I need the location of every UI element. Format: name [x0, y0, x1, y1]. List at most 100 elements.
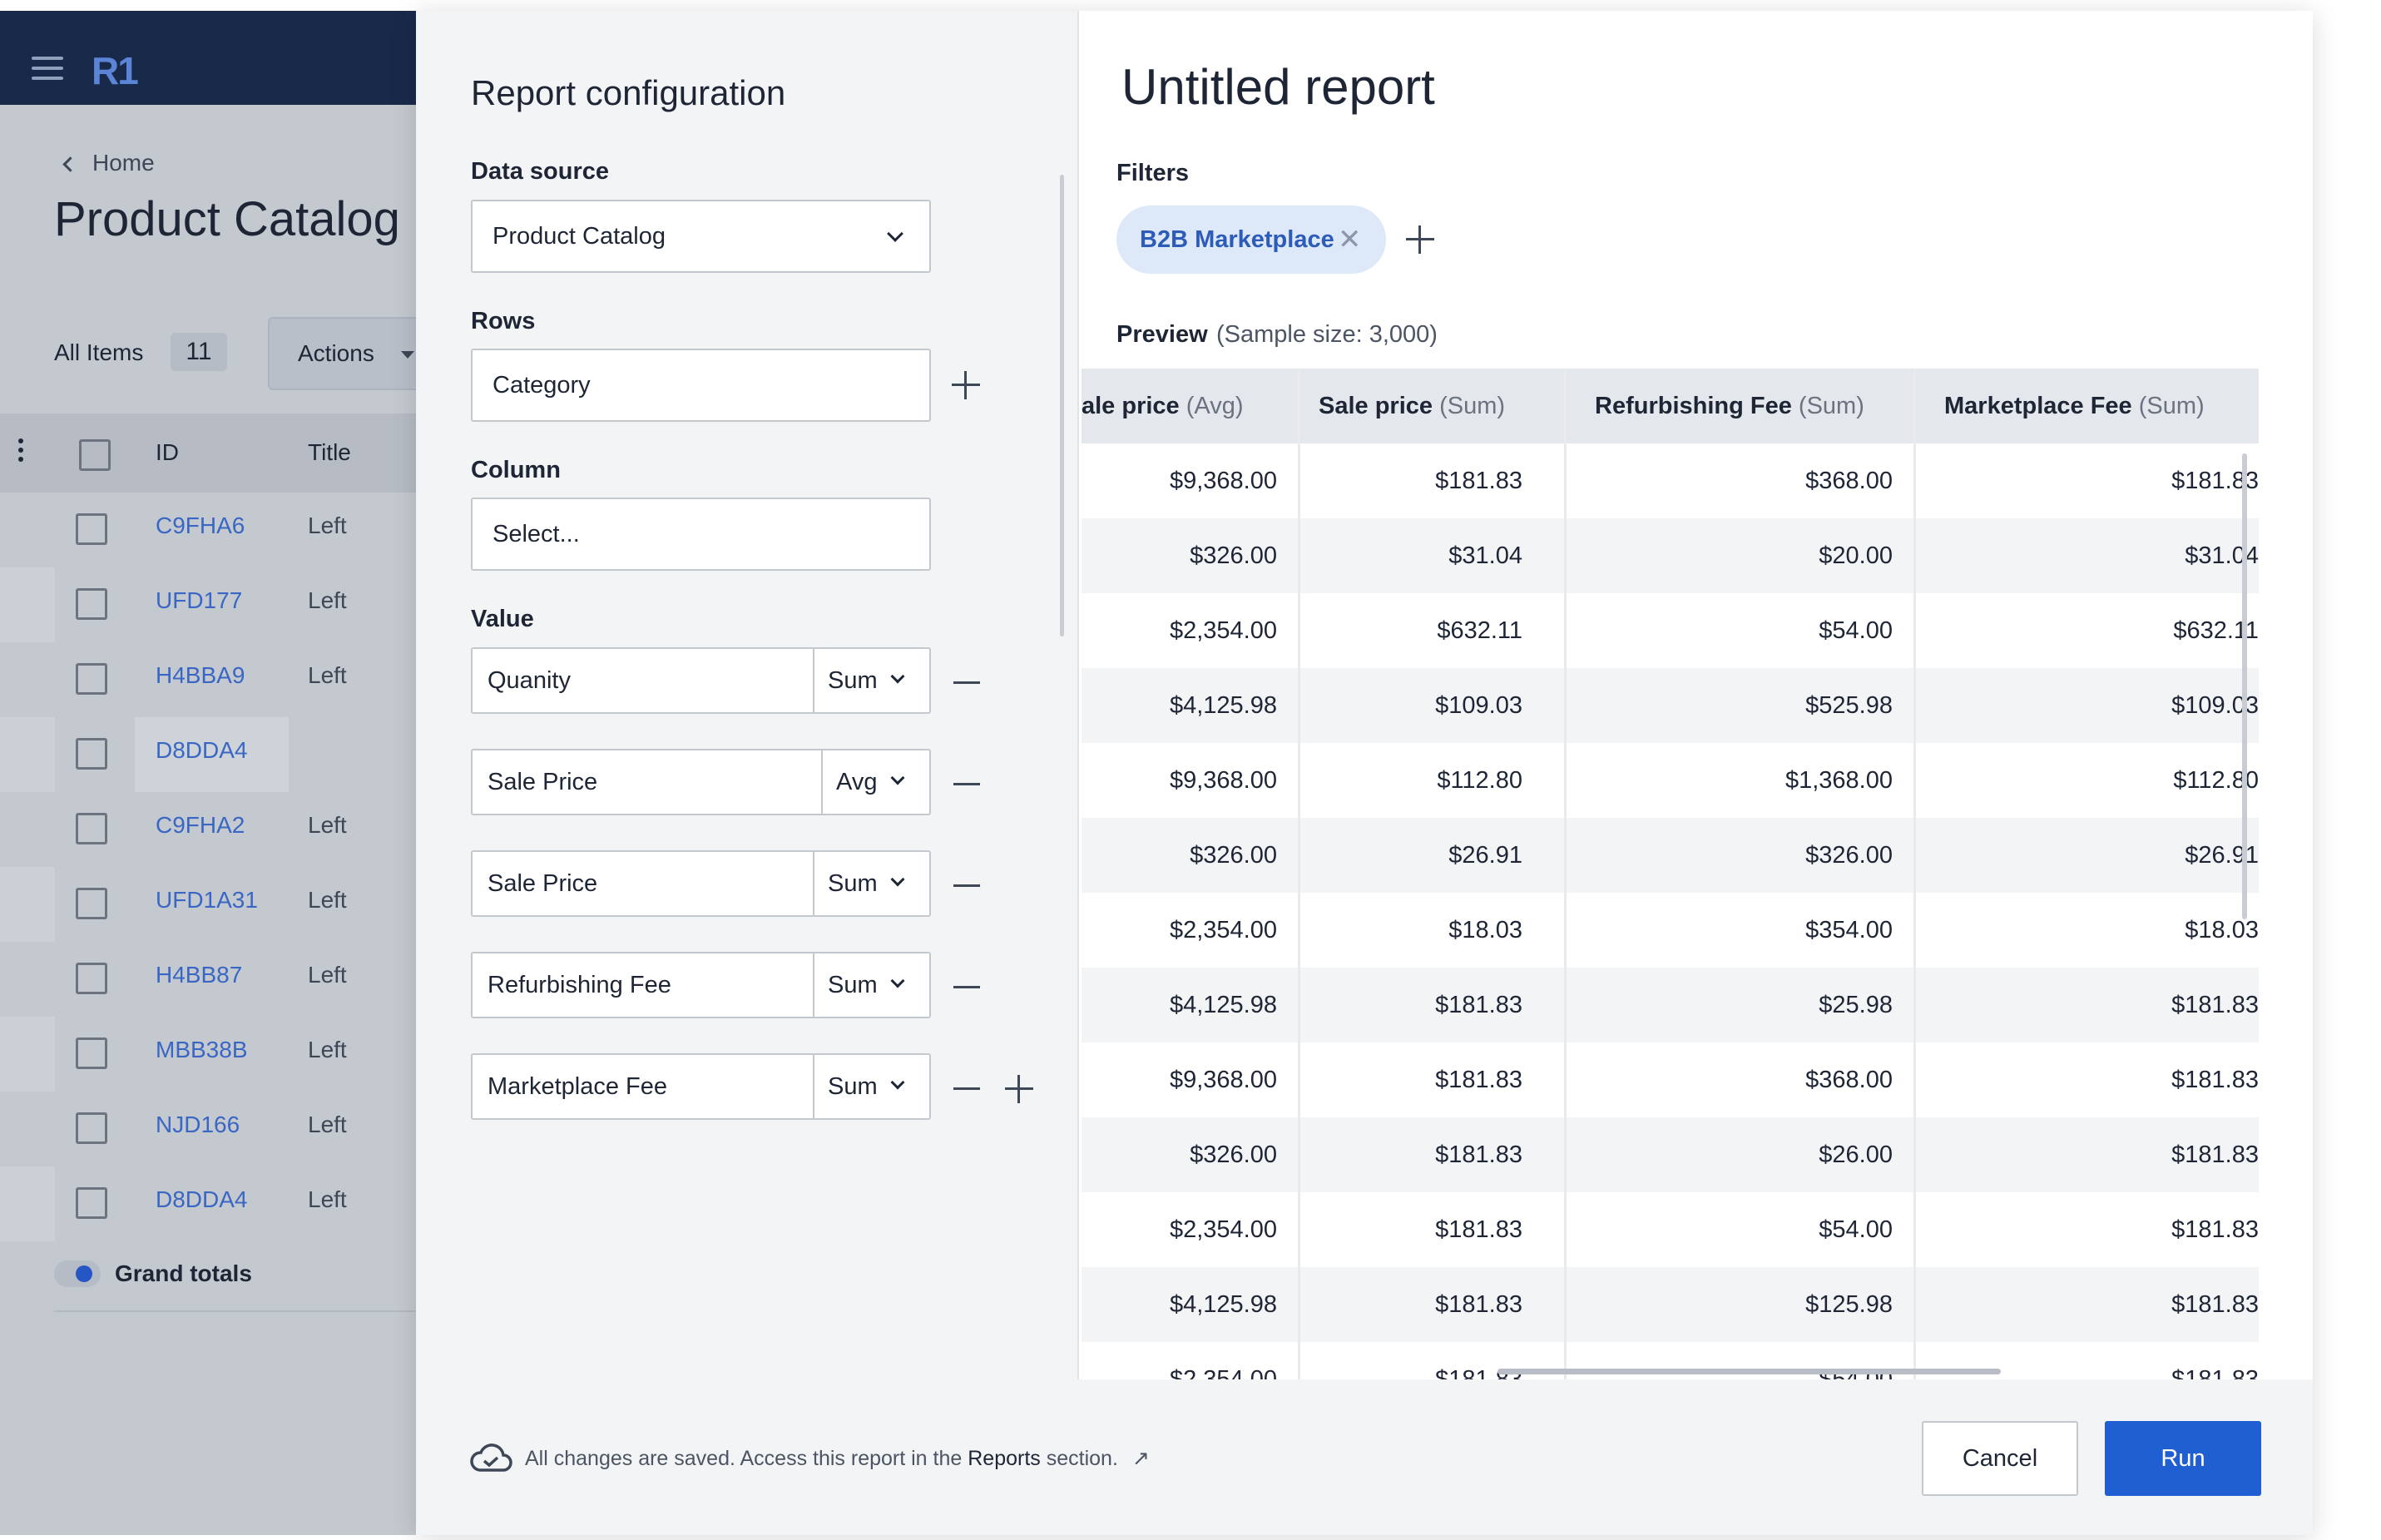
filter-chip[interactable]: B2B Marketplace ✕	[1116, 205, 1386, 274]
remove-value-icon[interactable]	[953, 681, 980, 684]
value-field[interactable]: Quanity	[488, 667, 571, 694]
filter-chip-label: B2B Marketplace	[1140, 226, 1334, 253]
report-title[interactable]: Untitled report	[1121, 59, 1435, 115]
row-checkbox[interactable]	[76, 663, 107, 695]
aggregation-select[interactable]: Sum	[813, 649, 929, 712]
aggregation-select[interactable]: Sum	[813, 852, 929, 915]
column-header-id[interactable]: ID	[156, 439, 179, 465]
column-header[interactable]: Refurbishing Fee (Sum)	[1595, 369, 1864, 443]
item-count-badge: 11	[171, 333, 227, 371]
row-id-link[interactable]: H4BB87	[156, 962, 243, 988]
remove-value-icon[interactable]	[953, 1087, 980, 1090]
menu-icon[interactable]	[32, 57, 63, 80]
preview-vertical-scrollbar[interactable]	[2242, 453, 2247, 919]
cancel-button[interactable]: Cancel	[1922, 1421, 2078, 1496]
row-checkbox[interactable]	[76, 1037, 107, 1069]
remove-value-icon[interactable]	[953, 884, 980, 887]
row-id-link[interactable]: MBB38B	[156, 1037, 248, 1062]
preview-table-cell: $181.83	[1435, 1216, 1522, 1243]
row-checkbox[interactable]	[76, 738, 107, 770]
row-id-link[interactable]: D8DDA4	[156, 1186, 248, 1212]
row-id-link[interactable]: C9FHA6	[156, 513, 245, 538]
add-row-icon[interactable]	[952, 371, 980, 399]
app-logo[interactable]: R1	[92, 49, 139, 92]
save-status-prefix: All changes are saved. Access this repor…	[525, 1447, 968, 1470]
divider	[54, 1310, 416, 1312]
row-id-link[interactable]: H4BBA9	[156, 662, 245, 688]
caret-down-icon	[401, 351, 414, 359]
column-divider	[1913, 369, 1916, 1379]
preview-table-cell: $181.83	[1435, 1067, 1522, 1093]
preview-table-cell: $326.00	[1805, 842, 1893, 869]
preview-table-row: $9,368.00 $181.83 $368.00 $181.83	[1082, 443, 2259, 518]
column-header-agg: (Avg)	[1186, 393, 1244, 419]
preview-table-cell: $181.83	[2171, 1366, 2259, 1379]
preview-table-header: ale price (Avg) Sale price (Sum) Refurbi…	[1082, 369, 2259, 443]
add-filter-icon[interactable]	[1406, 225, 1434, 254]
add-value-icon[interactable]	[1005, 1075, 1033, 1103]
row-id-link[interactable]: C9FHA2	[156, 812, 245, 838]
preview-table-cell: $181.83	[2171, 468, 2259, 494]
row-checkbox[interactable]	[76, 888, 107, 919]
aggregation-select[interactable]: Avg	[821, 750, 929, 814]
back-link[interactable]: Home	[62, 150, 155, 176]
remove-value-icon[interactable]	[953, 986, 980, 988]
value-field[interactable]: Marketplace Fee	[488, 1073, 667, 1100]
preview-table-cell: $368.00	[1805, 468, 1893, 494]
aggregation-select[interactable]: Sum	[813, 1055, 929, 1118]
rows-field[interactable]: Category	[471, 349, 931, 422]
row-checkbox[interactable]	[76, 513, 107, 545]
preview-table-row: $326.00 $26.91 $326.00 $26.91	[1082, 818, 2259, 893]
row-id-link[interactable]: UFD1A31	[156, 887, 258, 913]
all-items-tab[interactable]: All Items	[54, 339, 144, 365]
row-checkbox[interactable]	[76, 1187, 107, 1219]
aggregation-value: Sum	[828, 667, 878, 694]
chevron-down-icon	[890, 872, 905, 887]
column-divider	[1564, 369, 1567, 1379]
value-field[interactable]: Refurbishing Fee	[488, 972, 671, 998]
table-header	[0, 413, 416, 493]
row-checkbox[interactable]	[76, 963, 107, 994]
preview-horizontal-scrollbar[interactable]	[1497, 1369, 2001, 1374]
rows-value: Category	[493, 372, 591, 399]
preview-table-cell: $181.83	[1435, 1141, 1522, 1168]
row-checkbox[interactable]	[76, 813, 107, 844]
column-header-title[interactable]: Title	[308, 439, 351, 465]
column-header[interactable]: Marketplace Fee (Sum)	[1944, 369, 2205, 443]
preview-table-cell: $4,125.98	[1169, 1291, 1277, 1318]
page-title: Product Catalog	[54, 192, 400, 246]
value-field[interactable]: Sale Price	[488, 870, 598, 897]
cloud-check-icon	[470, 1443, 512, 1472]
preview-table-row: $4,125.98 $181.83 $25.98 $181.83	[1082, 968, 2259, 1042]
config-scrollbar[interactable]	[1060, 175, 1064, 636]
value-field[interactable]: Sale Price	[488, 769, 598, 795]
grand-totals-toggle[interactable]	[54, 1260, 101, 1287]
aggregation-value: Sum	[828, 972, 878, 998]
row-id-link[interactable]: NJD166	[156, 1112, 240, 1137]
kebab-menu-icon[interactable]	[18, 438, 23, 468]
aggregation-select[interactable]: Sum	[813, 953, 929, 1017]
external-link-icon[interactable]: ↗	[1131, 1447, 1150, 1470]
column-placeholder: Select...	[493, 521, 580, 547]
reports-link[interactable]: Reports	[968, 1447, 1041, 1470]
row-id-link[interactable]: UFD177	[156, 587, 243, 613]
preview-table-row: $2,354.00 $18.03 $354.00 $18.03	[1082, 893, 2259, 968]
preview-table-cell: $181.83	[1435, 468, 1522, 494]
row-id-link[interactable]: D8DDA4	[156, 737, 248, 763]
actions-dropdown[interactable]: Actions	[268, 317, 416, 390]
row-checkbox[interactable]	[76, 588, 107, 620]
select-all-checkbox[interactable]	[79, 439, 111, 471]
sample-size: (Sample size: 3,000)	[1216, 321, 1438, 348]
close-icon[interactable]: ✕	[1338, 224, 1362, 255]
data-source-select[interactable]: Product Catalog	[471, 200, 931, 273]
column-header-name: Sale price	[1319, 393, 1433, 419]
preview-table-cell: $2,354.00	[1169, 917, 1277, 943]
preview-table-cell: $25.98	[1819, 992, 1893, 1018]
column-select[interactable]: Select...	[471, 498, 931, 571]
run-button[interactable]: Run	[2105, 1421, 2261, 1496]
column-header[interactable]: ale price (Avg)	[1082, 369, 1244, 443]
remove-value-icon[interactable]	[953, 783, 980, 785]
row-checkbox[interactable]	[76, 1112, 107, 1144]
column-header[interactable]: Sale price (Sum)	[1319, 369, 1505, 443]
data-source-value: Product Catalog	[493, 223, 666, 250]
